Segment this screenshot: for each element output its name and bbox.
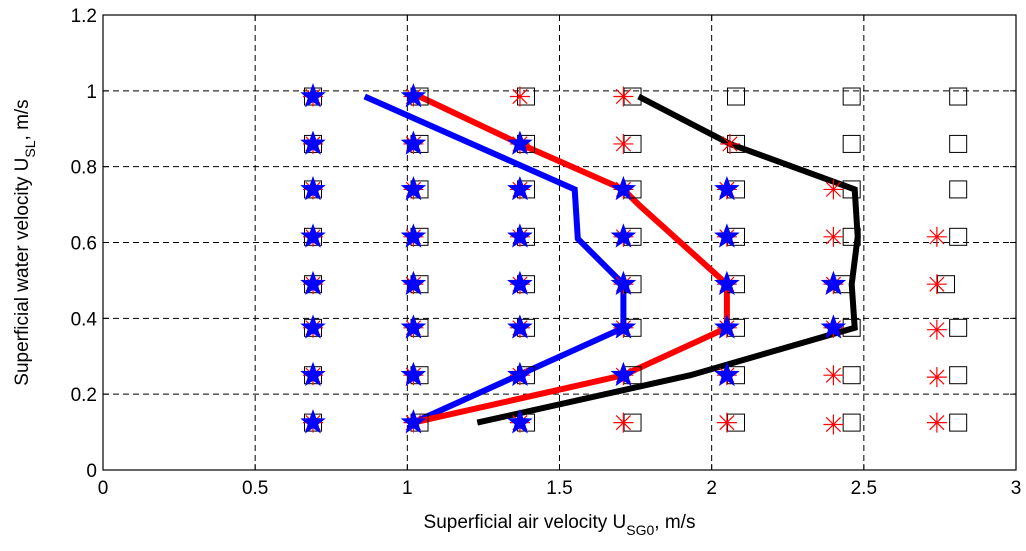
- star-marker: [714, 175, 740, 201]
- y-tick-label: 1.2: [71, 6, 97, 27]
- x-tick-label: 2: [706, 478, 717, 499]
- y-tick-label: 1: [86, 82, 97, 103]
- star-marker: [507, 223, 533, 248]
- star-marker: [300, 314, 326, 339]
- square-marker: [949, 318, 968, 337]
- star-marker: [400, 175, 427, 201]
- star-marker: [610, 314, 637, 339]
- star-marker: [300, 361, 326, 387]
- y-tick-label: 0.2: [71, 385, 97, 406]
- star-marker: [400, 130, 427, 155]
- star-marker: [300, 83, 326, 108]
- star-marker: [820, 314, 847, 339]
- y-tick-label: 0.4: [71, 309, 98, 330]
- star-marker: [714, 270, 740, 296]
- square-marker: [949, 180, 968, 199]
- asterisk-marker: [719, 133, 740, 154]
- star-marker: [610, 361, 637, 387]
- star-marker: [507, 175, 533, 201]
- star-marker: [507, 409, 533, 434]
- asterisk-marker: [509, 86, 530, 107]
- asterisk-marker: [926, 412, 947, 433]
- square-marker: [842, 134, 861, 153]
- x-tick-label: 1: [402, 478, 413, 499]
- star-marker: [400, 270, 427, 296]
- square-marker: [949, 366, 968, 385]
- asterisk-marker: [926, 274, 947, 295]
- star-marker: [400, 314, 427, 339]
- y-axis-label-suffix: , m/s: [12, 99, 33, 140]
- square-marker: [842, 413, 861, 432]
- grid: [103, 15, 1016, 470]
- star-marker: [400, 83, 427, 108]
- star-marker: [610, 175, 637, 201]
- y-axis-label-subscript: SL: [22, 140, 38, 157]
- asterisk-marker: [613, 133, 634, 154]
- star-marker: [507, 130, 533, 155]
- x-axis-label-prefix: Superficial air velocity U: [424, 512, 627, 533]
- star-marker: [300, 409, 326, 434]
- asterisk-marker: [823, 365, 844, 386]
- star-marker: [714, 223, 740, 248]
- asterisk-marker: [823, 414, 844, 435]
- y-axis-label: Superficial water velocity USL, m/s: [12, 99, 38, 385]
- square-marker: [949, 134, 968, 153]
- x-tick-label: 0: [98, 478, 109, 499]
- asterisk-marker: [926, 319, 947, 340]
- star-marker: [300, 175, 326, 201]
- star-marker: [400, 409, 427, 434]
- square-marker: [727, 87, 746, 106]
- star-marker: [610, 270, 637, 296]
- star-marker: [400, 361, 427, 387]
- x-axis-label-subscript: SG0: [626, 522, 654, 538]
- star-marker: [300, 223, 326, 248]
- x-tick-label: 1.5: [546, 478, 572, 499]
- x-tick-label: 0.5: [242, 478, 268, 499]
- y-tick-label: 0: [86, 461, 97, 482]
- series-markers: [300, 83, 968, 435]
- square-marker: [949, 87, 968, 106]
- y-tick-label: 0.8: [71, 158, 97, 179]
- square-marker: [949, 227, 968, 246]
- square-marker: [842, 87, 861, 106]
- series-line-3: [476, 93, 861, 426]
- x-axis-label-suffix: , m/s: [654, 512, 695, 533]
- series-line-1: [363, 93, 627, 426]
- asterisk-marker: [716, 412, 737, 433]
- x-tick-label: 3: [1011, 478, 1022, 499]
- asterisk-marker: [823, 226, 844, 247]
- y-axis-label-prefix: Superficial water velocity U: [12, 158, 33, 386]
- plot-frame: [102, 14, 1017, 471]
- star-marker: [714, 361, 740, 387]
- x-axis-label: Superficial air velocity USG0, m/s: [424, 512, 696, 538]
- y-tick-label: 0.6: [71, 234, 97, 255]
- asterisk-marker: [823, 179, 844, 200]
- asterisk-marker: [613, 412, 634, 433]
- star-marker: [300, 130, 326, 155]
- asterisk-marker: [613, 86, 634, 107]
- star-marker: [507, 270, 533, 296]
- square-marker: [949, 413, 968, 432]
- star-marker: [714, 314, 740, 339]
- star-marker: [820, 270, 847, 296]
- star-marker: [300, 270, 326, 296]
- star-marker: [400, 223, 427, 248]
- x-tick-label: 2.5: [851, 478, 877, 499]
- star-marker: [507, 361, 533, 387]
- ticks: 0 0.5 1 1.5 2 2.5 3 0 0.2 0.4 0.6 0.8 1 1.2: [71, 6, 1022, 499]
- star-marker: [610, 223, 637, 248]
- asterisk-marker: [926, 367, 947, 388]
- asterisk-marker: [926, 226, 947, 247]
- star-marker: [507, 314, 533, 339]
